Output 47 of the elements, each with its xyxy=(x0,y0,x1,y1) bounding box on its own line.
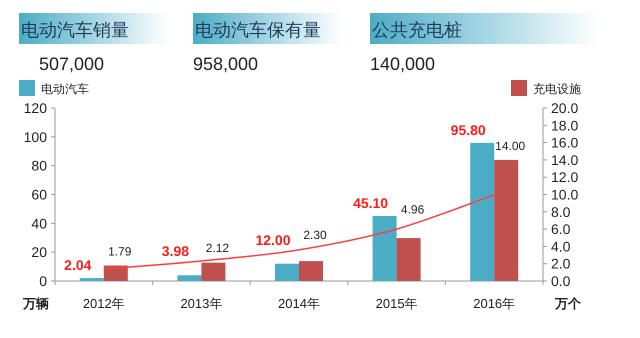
x-tick-label: 2013年 xyxy=(180,296,222,311)
x-tick-label: 2012年 xyxy=(82,296,125,311)
y-tick-label: 20 xyxy=(31,244,48,260)
x-tick-label: 2014年 xyxy=(278,296,320,311)
data-label: 2.30 xyxy=(303,228,327,242)
text: 958,000 xyxy=(193,54,258,74)
bar xyxy=(201,262,226,281)
data-label: 4.96 xyxy=(400,202,425,217)
legend-label: 充电设施 xyxy=(533,82,581,96)
y-tick-label: 100 xyxy=(24,128,48,145)
x-tick-label: 2016年 xyxy=(473,296,516,311)
y2-tick-label: 0.0 xyxy=(551,273,571,289)
y2-tick-label: 12.0 xyxy=(551,169,578,186)
y-tick-label: 40 xyxy=(31,215,48,232)
data-label: 1.79 xyxy=(108,244,132,259)
data-label: 45.10 xyxy=(353,194,388,211)
legend-label: 电动汽车 xyxy=(41,82,89,96)
y2-tick-label: 8.0 xyxy=(551,204,571,220)
data-label: 12.00 xyxy=(255,232,291,248)
data-label: 2.12 xyxy=(206,241,230,256)
data-label: 2.04 xyxy=(64,257,92,274)
x-tick-label: 2015年 xyxy=(376,296,418,311)
y-tick-label: 120 xyxy=(24,100,48,116)
text: 电动汽车销量 xyxy=(21,20,129,41)
data-label: 14.00 xyxy=(495,138,526,153)
line-series xyxy=(103,194,495,270)
y2-axis-title: 万个 xyxy=(554,296,582,311)
y2-tick-label: 16.0 xyxy=(551,134,578,151)
y-tick-label: 60 xyxy=(31,186,48,202)
y-axis-title: 万辆 xyxy=(22,296,49,311)
text: 电动汽车保有量 xyxy=(195,20,321,41)
data-label: 95.80 xyxy=(450,122,486,138)
y2-tick-label: 2.0 xyxy=(551,256,571,272)
y-tick-label: 0 xyxy=(39,273,48,289)
y2-tick-label: 6.0 xyxy=(551,221,571,238)
y2-tick-label: 4.0 xyxy=(551,238,571,254)
text: 140,000 xyxy=(370,54,436,74)
bar xyxy=(80,278,104,281)
bar xyxy=(104,266,128,281)
text: 507,000 xyxy=(39,54,104,74)
y-tick-label: 80 xyxy=(31,158,48,174)
text: 公共充电桩 xyxy=(372,20,462,41)
data-label: 3.98 xyxy=(162,242,190,259)
y2-tick-label: 14.0 xyxy=(551,152,578,168)
y2-tick-label: 18.0 xyxy=(551,117,578,134)
y2-tick-label: 20.0 xyxy=(551,100,578,116)
y2-tick-label: 10.0 xyxy=(551,186,578,202)
